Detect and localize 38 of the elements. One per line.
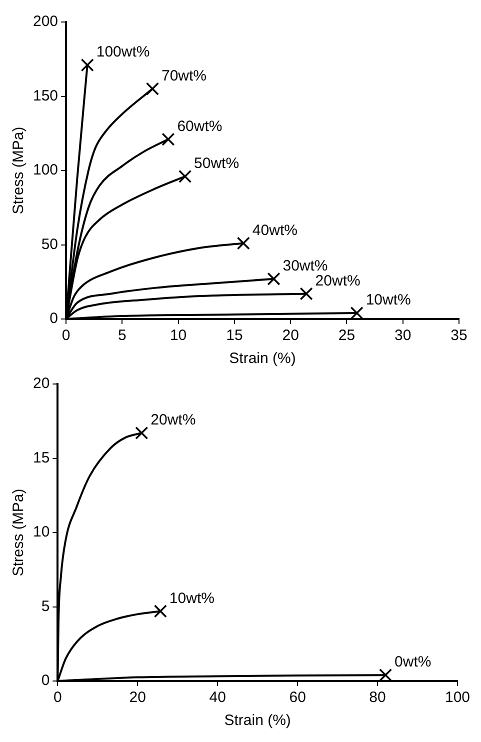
series-label: 100wt% — [96, 44, 150, 61]
y-tick-label: 5 — [41, 598, 50, 615]
x-tick-label: 40 — [209, 689, 226, 706]
x-tick-label: 15 — [226, 327, 243, 344]
x-tick-label: 20 — [129, 689, 146, 706]
y-axis-title: Stress (MPa) — [10, 488, 28, 576]
series-label: 10wt% — [169, 590, 214, 607]
y-tick-label: 10 — [32, 524, 50, 541]
series-label: 0wt% — [394, 654, 432, 671]
series-label: 10wt% — [366, 292, 411, 309]
x-axis-title: Strain (%) — [224, 712, 291, 730]
series-label: 20wt% — [150, 412, 196, 429]
x-tick-label: 20 — [282, 327, 299, 344]
y-tick-label: 50 — [41, 236, 58, 253]
series-label: 40wt% — [252, 222, 298, 239]
series-label: 30wt% — [282, 258, 328, 275]
y-tick-label: 20 — [32, 375, 50, 392]
x-axis-title: Strain (%) — [229, 350, 296, 368]
y-tick-label: 0 — [41, 672, 50, 690]
y-axis-title: Stress (MPa) — [10, 126, 28, 214]
x-tick-label: 10 — [170, 327, 187, 344]
y-tick-label: 200 — [32, 13, 58, 30]
x-tick-label: 60 — [289, 689, 306, 706]
y-tick-label: 150 — [32, 87, 58, 104]
x-tick-label: 5 — [118, 327, 126, 344]
series-label: 20wt% — [315, 272, 360, 290]
y-tick-label: 0 — [50, 310, 58, 328]
series-label: 50wt% — [194, 155, 240, 172]
y-tick-label: 15 — [32, 449, 50, 466]
x-tick-label: 100 — [444, 689, 470, 706]
x-tick-label: 80 — [369, 689, 386, 706]
x-tick-label: 25 — [338, 327, 356, 344]
x-tick-label: 0 — [62, 327, 70, 344]
x-tick-label: 30 — [394, 327, 412, 344]
y-tick-label: 100 — [32, 162, 58, 179]
x-tick-label: 35 — [450, 327, 468, 344]
series-label: 70wt% — [161, 67, 207, 84]
series-label: 60wt% — [177, 118, 222, 135]
